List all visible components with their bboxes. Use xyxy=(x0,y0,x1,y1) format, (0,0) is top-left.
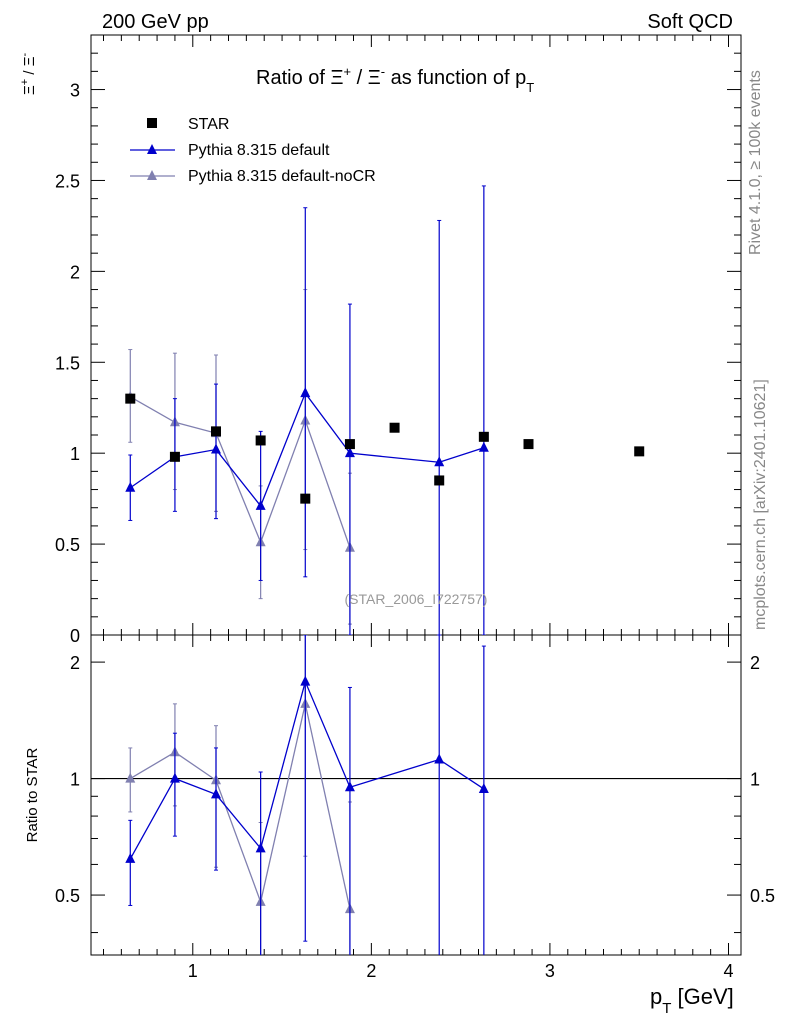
axis-tick-labels: 1 2 3 4 0 0.5 1 1.5 2 2.5 3 0.5 0.5 1 1 2 2 xyxy=(55,81,775,981)
y-tick-label: 2.5 xyxy=(55,171,80,191)
pythia-default-ratio-point xyxy=(255,842,266,853)
ratio-y-tick-label-right: 0.5 xyxy=(750,886,775,906)
legend-label-pythia-default: Pythia 8.315 default xyxy=(188,142,330,159)
x-axis-label: pT [GeV] xyxy=(650,984,734,1017)
y-tick-label: 3 xyxy=(70,81,80,101)
pythia-default-point xyxy=(434,456,445,467)
legend-label-star: STAR xyxy=(188,116,229,133)
header-right: Soft QCD xyxy=(647,11,733,33)
y-axis-label: Ξ+ / Ξ- xyxy=(19,53,38,95)
star-point xyxy=(389,422,400,433)
rivet-label: Rivet 4.1.0, ≥ 100k events xyxy=(747,70,764,255)
pythia-nocr-ratio-line xyxy=(129,703,351,910)
pythia-default-ratio-point xyxy=(169,772,180,783)
star-point xyxy=(344,439,355,450)
ratio-plot-series xyxy=(125,635,489,955)
pythia-default-ratio-point xyxy=(478,782,489,793)
star-point xyxy=(125,393,136,404)
star-point xyxy=(255,435,266,446)
pythia-default-ratio-point xyxy=(300,675,311,686)
pythia-default-point xyxy=(300,387,311,398)
star-point xyxy=(478,431,489,442)
pythia-default-point xyxy=(211,443,221,454)
y-tick-label: 1 xyxy=(70,444,80,464)
ratio-y-tick-label-right: 1 xyxy=(750,770,760,790)
y-tick-label: 2 xyxy=(70,262,80,282)
pythia-default-line xyxy=(129,391,485,508)
x-tick-label: 4 xyxy=(723,961,733,981)
ratio-y-axis-label: Ratio to STAR xyxy=(24,747,41,842)
mcplots-label: mcplots.cern.ch [arXiv:2401.10621] xyxy=(752,379,769,630)
star-point xyxy=(211,426,221,437)
pythia-nocr-line xyxy=(129,396,351,548)
pythia-default-point xyxy=(125,481,136,492)
ratio-plot-frame xyxy=(90,634,742,956)
ratio-y-tick-label: 2 xyxy=(70,653,80,673)
legend-label-pythia-nocr: Pythia 8.315 default-noCR xyxy=(188,168,376,185)
main-plot-series xyxy=(125,185,645,635)
analysis-id: (STAR_2006_I722757) xyxy=(345,591,488,607)
pythia-default-ratio-line xyxy=(129,679,485,860)
legend-marker-pythia-nocr xyxy=(147,170,157,180)
y-tick-label: 0.5 xyxy=(55,535,80,555)
header-left: 200 GeV pp xyxy=(102,11,209,33)
legend-marker-pythia-default xyxy=(147,144,157,154)
ratio-y-tick-label: 0.5 xyxy=(55,886,80,906)
pythia-nocr-ratio-point xyxy=(125,772,136,783)
pythia-default-ratio-point xyxy=(125,852,136,863)
y-tick-label: 1.5 xyxy=(55,353,80,373)
legend-marker-star xyxy=(147,118,157,128)
pythia-default-point xyxy=(478,441,489,452)
star-point xyxy=(169,451,180,462)
star-point xyxy=(434,475,445,486)
x-tick-label: 1 xyxy=(188,961,198,981)
pythia-default-point xyxy=(344,447,355,458)
legend: STAR Pythia 8.315 default Pythia 8.315 d… xyxy=(130,116,376,185)
pythia-default-ratio-point xyxy=(434,753,445,764)
axis-ticks xyxy=(91,34,741,955)
star-point xyxy=(300,493,311,504)
pythia-default-ratio-point xyxy=(344,781,355,792)
x-tick-label: 3 xyxy=(545,961,555,981)
y-tick-label: 0 xyxy=(70,626,80,646)
ratio-y-tick-label-right: 2 xyxy=(750,653,760,673)
star-point xyxy=(523,439,534,450)
pythia-default-ratio-point xyxy=(211,788,221,799)
star-point xyxy=(634,446,645,457)
ratio-y-tick-label: 1 xyxy=(70,770,80,790)
pythia-default-point xyxy=(255,499,266,510)
chart-title: Ratio of Ξ+ / Ξ- as function of pT xyxy=(256,64,534,95)
x-tick-label: 2 xyxy=(366,961,376,981)
